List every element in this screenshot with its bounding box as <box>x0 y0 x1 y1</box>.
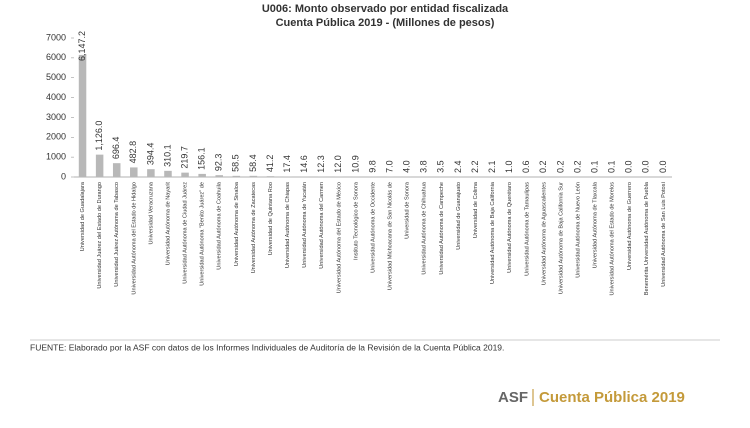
x-tick-label: Universidad de Colima <box>473 181 479 238</box>
value-label: 0.6 <box>521 160 531 173</box>
x-tick-label: Universidad Autónoma de Sinaloa <box>234 181 240 266</box>
x-tick-label: Universidad Juárez del Estado de Durango <box>97 182 103 289</box>
value-label: 2.1 <box>487 160 497 173</box>
value-label: 0.1 <box>607 160 617 173</box>
value-label: 0.1 <box>589 160 599 173</box>
y-tick-label: 4000 <box>46 92 66 102</box>
x-tick-label: Universidad Autónoma de Zacatecas <box>251 182 257 274</box>
y-tick-label: 0 <box>61 171 66 181</box>
source-note: FUENTE: Elaborado por la ASF con datos d… <box>30 342 504 352</box>
value-label: 310.1 <box>162 144 172 167</box>
value-label: 17.4 <box>282 155 292 173</box>
value-label: 0.2 <box>538 160 548 173</box>
x-tick-label: Universidad Autónoma de Nuevo León <box>576 182 582 278</box>
value-label: 156.1 <box>197 147 207 170</box>
value-label: 3.5 <box>436 160 446 173</box>
y-tick-label: 7000 <box>46 32 66 42</box>
x-tick-label: Universidad Autónoma de Chiapas <box>285 182 291 268</box>
x-tick-label: Universidad Autónoma de Baja California … <box>558 182 564 294</box>
x-tick-label: Universidad Autónoma del Estado de Méxic… <box>336 182 342 293</box>
value-label: 0.0 <box>624 160 634 173</box>
value-label: 12.3 <box>316 155 326 173</box>
x-tick-label: Universidad Autónoma de Tlaxcala <box>593 181 599 268</box>
x-tick-label: Universidad Autónoma de Tamaulipas <box>524 182 530 276</box>
x-tick-label: Universidad Autónoma de Baja California <box>490 181 496 284</box>
value-label: 0.0 <box>641 160 651 173</box>
y-tick-label: 6000 <box>46 52 66 62</box>
bar <box>113 163 121 177</box>
value-label: 4.0 <box>402 160 412 173</box>
x-tick-label: Universidad Autónoma de San Luis Potosí <box>661 182 667 287</box>
x-tick-label: Universidad de Sonora <box>405 181 411 239</box>
x-tick-label: Universidad Autónoma de Campeche <box>439 182 445 275</box>
x-tick-label: Universidad Autónoma de Guerrero <box>627 182 633 270</box>
x-tick-label: Universidad Autónoma de Yucatán <box>302 182 308 268</box>
bar <box>96 155 104 177</box>
value-label: 92.3 <box>214 154 224 172</box>
value-label: 10.9 <box>350 155 360 173</box>
value-label: 9.8 <box>367 160 377 173</box>
x-tick-label: Universidad Autónoma de Coahuila <box>217 181 223 270</box>
x-tick-label: Instituto Tecnológico de Sonora <box>353 181 359 260</box>
chart-title: U006: Monto observado por entidad fiscal… <box>262 3 509 15</box>
value-label: 0.2 <box>555 160 565 173</box>
value-label: 3.8 <box>419 160 429 173</box>
bar <box>267 176 275 177</box>
value-label: 41.2 <box>265 155 275 173</box>
footer-publication: Cuenta Pública 2019 <box>539 389 685 406</box>
value-label: 2.2 <box>470 160 480 173</box>
y-tick-label: 2000 <box>46 132 66 142</box>
bar <box>198 174 206 177</box>
value-label: 6,147.2 <box>77 31 87 61</box>
y-tick-label: 5000 <box>46 72 66 82</box>
x-tick-label: Universidad de Quintana Roo <box>268 182 274 255</box>
value-label: 394.4 <box>145 143 155 166</box>
value-label: 58.5 <box>231 154 241 172</box>
bar <box>164 171 172 177</box>
x-tick-label: Universidad Autónoma de Nayarit <box>165 182 171 266</box>
chart-subtitle: Cuenta Pública 2019 - (Millones de pesos… <box>276 17 495 29</box>
value-label: 1,126.0 <box>94 121 104 151</box>
value-label: 0.2 <box>572 160 582 173</box>
x-tick-label: Universidad Juárez Autónoma de Tabasco <box>114 182 120 287</box>
value-label: 14.6 <box>299 155 309 173</box>
x-tick-label: Universidad Autónoma de Chihuahua <box>422 181 428 275</box>
x-tick-label: Universidad Autónoma del Estado de Hidal… <box>131 182 137 295</box>
bar <box>181 173 189 177</box>
value-label: 1.0 <box>504 160 514 173</box>
x-tick-label: Universidad Autónoma de Aguascalientes <box>541 182 547 285</box>
y-tick-label: 3000 <box>46 112 66 122</box>
value-label: 0.0 <box>658 160 668 173</box>
x-tick-label: Universidad Autónoma de Querétaro <box>507 182 513 273</box>
bar <box>233 176 241 177</box>
x-tick-label: Universidad Autónoma "Benito Juárez" de <box>200 182 206 286</box>
value-label: 696.4 <box>111 137 121 160</box>
bar <box>79 55 87 177</box>
x-tick-label: Universidad de Guanajuato <box>456 182 462 250</box>
value-label: 219.7 <box>179 146 189 169</box>
y-tick-label: 1000 <box>46 152 66 162</box>
x-tick-label: Universidad de Guadalajara <box>80 181 86 251</box>
bar <box>147 169 155 177</box>
bar <box>215 175 223 177</box>
x-tick-label: Universidad Autónoma de Occidente <box>370 182 376 273</box>
x-tick-label: Universidad Veracruzana <box>148 181 154 244</box>
x-tick-label: Universidad Michoacana de San Nicolás de <box>388 182 394 290</box>
value-label: 12.0 <box>333 155 343 173</box>
bar <box>250 176 258 177</box>
x-tick-label: Universidad Autónoma del Carmen <box>319 182 325 269</box>
x-tick-label: Universidad Autónoma del Estado de Morel… <box>610 182 616 296</box>
x-tick-label: Benemérita Universidad Autónoma de Puebl… <box>644 181 650 295</box>
footer-brand: ASF <box>498 389 528 406</box>
value-label: 58.4 <box>248 154 258 172</box>
bar <box>130 167 138 177</box>
x-tick-label: Universidad Autónoma de Ciudad Juárez <box>183 182 189 284</box>
value-label: 2.4 <box>453 160 463 173</box>
value-label: 482.8 <box>128 141 138 164</box>
value-label: 7.0 <box>384 160 394 173</box>
